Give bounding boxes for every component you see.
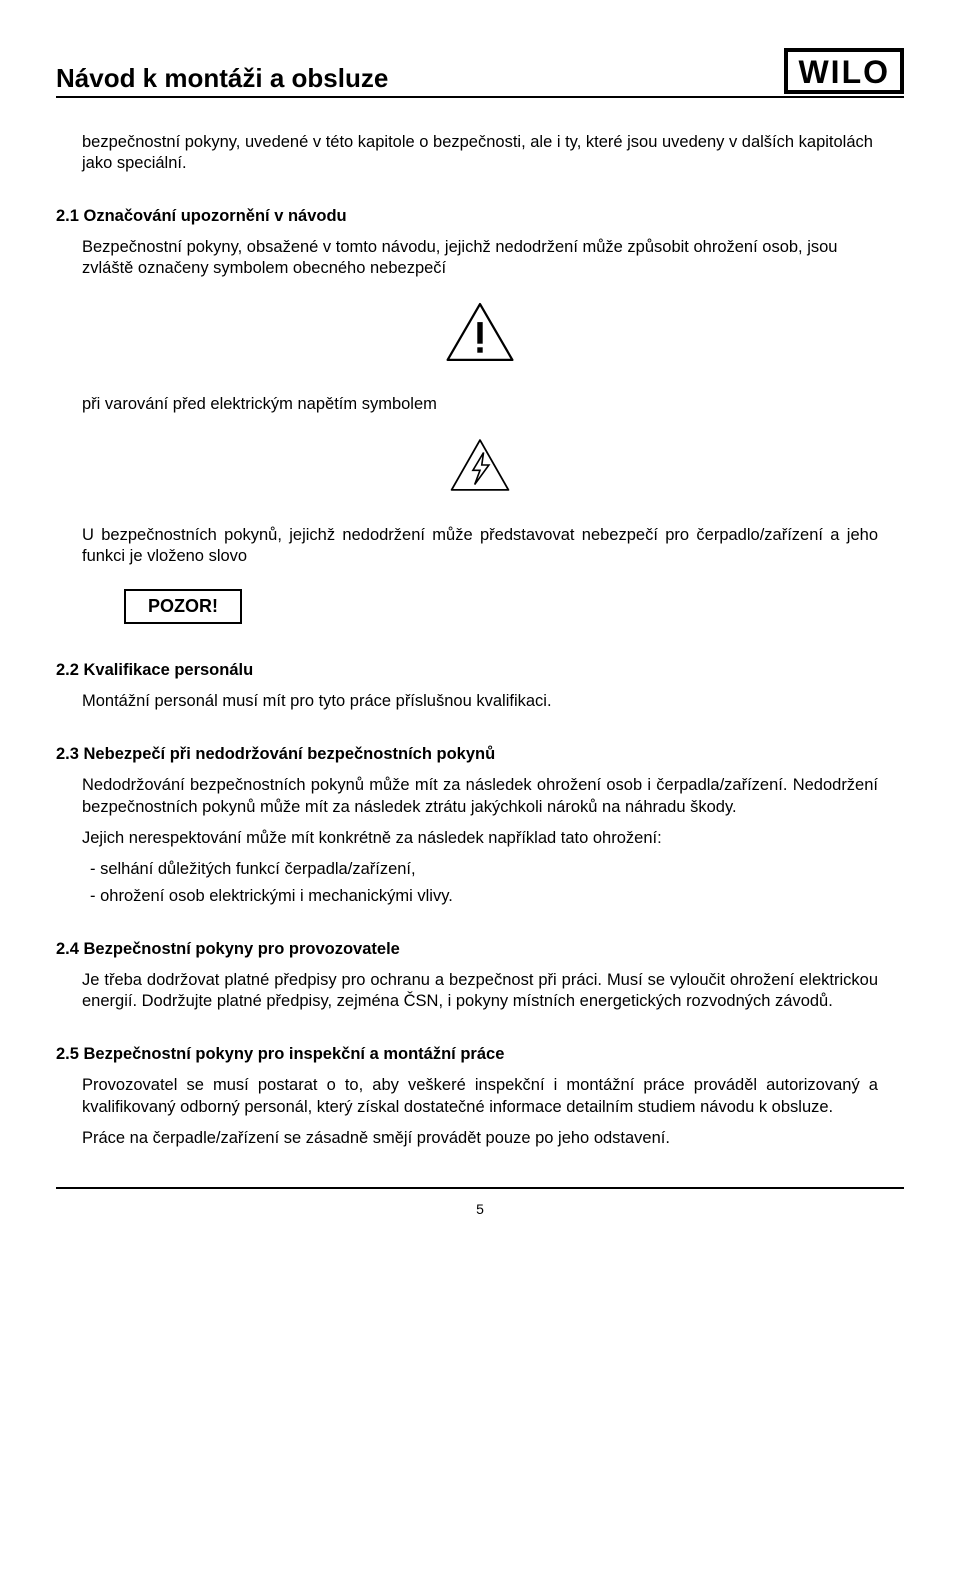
page-header: Návod k montáži a obsluze WILO (56, 48, 904, 94)
heading-2-4: 2.4 Bezpečnostní pokyny pro provozovatel… (56, 939, 878, 960)
brand-logo: WILO (784, 48, 904, 94)
s23-p2: Jejich nerespektování může mít konkrétně… (82, 828, 878, 849)
s21-p1: Bezpečnostní pokyny, obsažené v tomto ná… (82, 237, 878, 279)
s24-p1: Je třeba dodržovat platné předpisy pro o… (82, 970, 878, 1012)
page-content: bezpečnostní pokyny, uvedené v této kapi… (56, 132, 904, 1149)
s23-p1: Nedodržování bezpečnostních pokynů může … (82, 775, 878, 817)
intro-paragraph: bezpečnostní pokyny, uvedené v této kapi… (82, 132, 878, 174)
heading-2-2: 2.2 Kvalifikace personálu (56, 660, 878, 681)
s22-p1: Montážní personál musí mít pro tyto prác… (82, 691, 878, 712)
footer-rule (56, 1187, 904, 1189)
brand-logo-text: WILO (798, 56, 890, 88)
page-number: 5 (56, 1201, 904, 1217)
doc-title: Návod k montáži a obsluze (56, 63, 388, 94)
electrical-warning-icon (82, 435, 878, 501)
s25-p1: Provozovatel se musí postarat o to, aby … (82, 1075, 878, 1117)
s25-p2: Práce na čerpadle/zařízení se zásadně sm… (82, 1128, 878, 1149)
general-warning-icon (82, 300, 878, 370)
heading-2-3: 2.3 Nebezpečí při nedodržování bezpečnos… (56, 744, 878, 765)
s23-li2: ohrožení osob elektrickými i mechanickým… (82, 886, 878, 907)
heading-2-5: 2.5 Bezpečnostní pokyny pro inspekční a … (56, 1044, 878, 1065)
heading-2-1: 2.1 Označování upozornění v návodu (56, 206, 878, 227)
s21-p3: U bezpečnostních pokynů, jejichž nedodrž… (82, 525, 878, 567)
s21-p2: při varování před elektrickým napětím sy… (82, 394, 878, 415)
caution-box: POZOR! (124, 589, 242, 624)
s23-list: selhání důležitých funkcí čerpadla/zaříz… (82, 859, 878, 907)
s23-li1: selhání důležitých funkcí čerpadla/zaříz… (82, 859, 878, 880)
header-rule (56, 96, 904, 98)
